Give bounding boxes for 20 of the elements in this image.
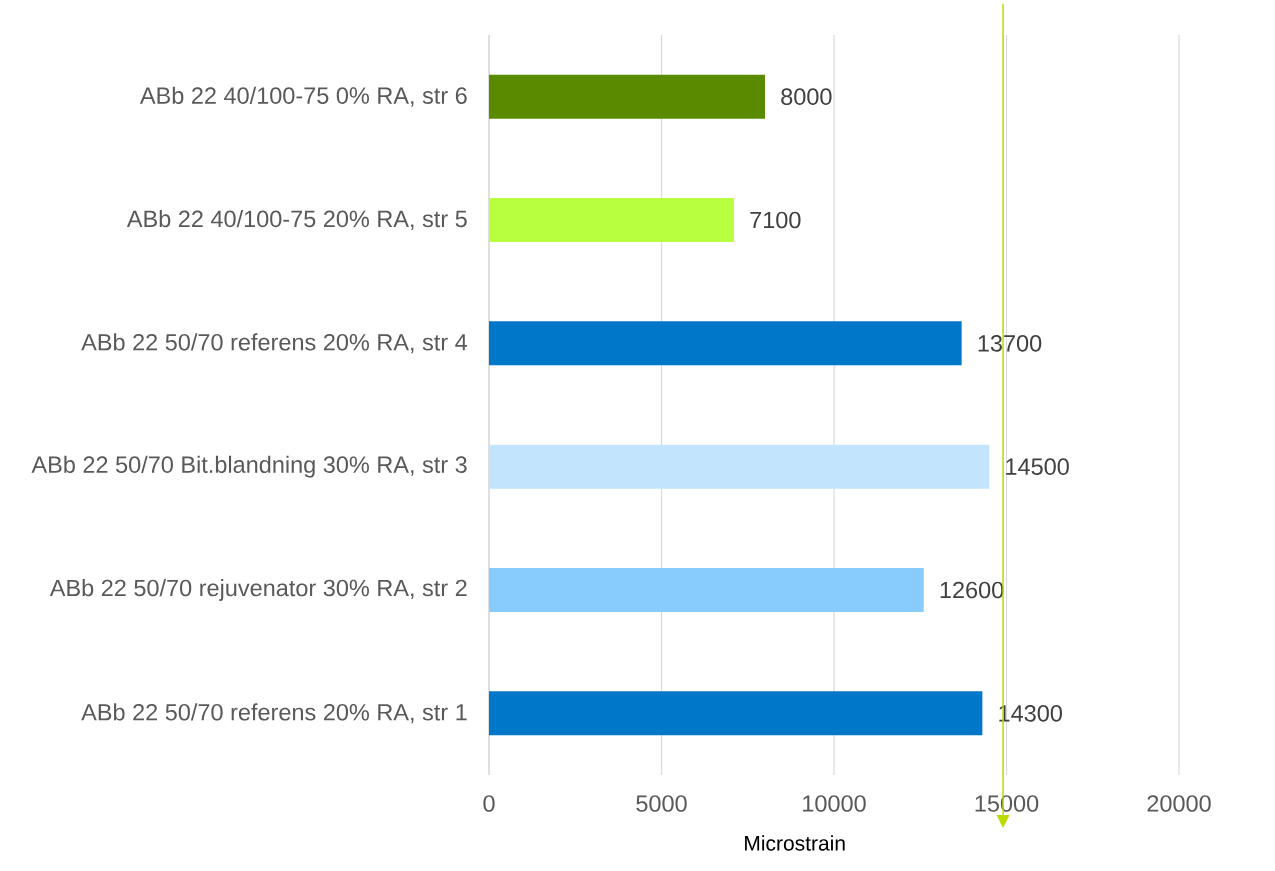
- data-label: 14500: [1006, 458, 1069, 475]
- data-label: 7100: [750, 211, 801, 229]
- x-tick-label: 20000: [1147, 795, 1211, 812]
- x-tick-label: 10000: [803, 795, 866, 812]
- x-tick-label: 0: [483, 795, 495, 812]
- y-tick-label: ABb 22 50/70 referens 20% RA, str 1: [81, 703, 467, 724]
- bar: [489, 691, 983, 736]
- x-axis-title: Microstrain: [745, 835, 845, 851]
- bar: [489, 74, 766, 119]
- y-tick-label: ABb 22 40/100-75 20% RA, str 5: [126, 209, 467, 231]
- y-tick-label: ABb 22 50/70 Bit.blandning 30% RA, str 3: [31, 455, 467, 478]
- bar: [489, 198, 734, 242]
- y-tick-label: ABb 22 40/100-75 0% RA, str 6: [139, 86, 467, 107]
- bar: [489, 321, 962, 366]
- bar: [489, 444, 990, 489]
- data-label: 8000: [781, 88, 832, 105]
- y-tick-label: ABb 22 50/70 rejuvenator 30% RA, str 2: [49, 579, 467, 601]
- bar: [489, 568, 924, 612]
- x-tick-label: 5000: [636, 795, 687, 812]
- y-tick-label: ABb 22 50/70 referens 20% RA, str 4: [81, 333, 468, 354]
